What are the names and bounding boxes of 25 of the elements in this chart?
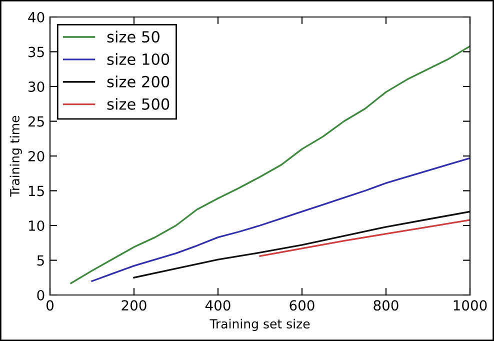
x-tick-label: 400 xyxy=(205,300,230,311)
legend-label: size 200 xyxy=(107,76,170,88)
x-tick-label: 800 xyxy=(374,300,398,311)
y-tick-label: 10 xyxy=(28,220,44,231)
y-tick-label: 25 xyxy=(28,116,44,127)
x-tick-label: 200 xyxy=(122,300,146,311)
legend-label: size 500 xyxy=(107,98,170,110)
legend-label: size 50 xyxy=(107,30,160,43)
line-series xyxy=(70,45,470,284)
y-tick-label: 35 xyxy=(28,46,44,58)
y-tick-label: 40 xyxy=(28,12,44,22)
y-tick-label: 5 xyxy=(37,255,44,266)
line-series xyxy=(91,157,470,282)
x-tick-label: 0 xyxy=(46,300,54,311)
y-tick-label: 15 xyxy=(28,186,44,196)
y-tick-label: 20 xyxy=(28,150,44,162)
x-tick-label: 1000 xyxy=(454,300,487,311)
x-tick-label: 600 xyxy=(290,300,314,311)
y-tick-label: 0 xyxy=(37,290,44,300)
y-axis-title: Training time xyxy=(10,116,22,197)
legend-label: size 100 xyxy=(107,53,170,65)
y-tick-label: 30 xyxy=(28,81,44,92)
line-series xyxy=(133,210,470,278)
x-axis-title: Training set size xyxy=(210,318,310,331)
line-series xyxy=(259,219,470,257)
